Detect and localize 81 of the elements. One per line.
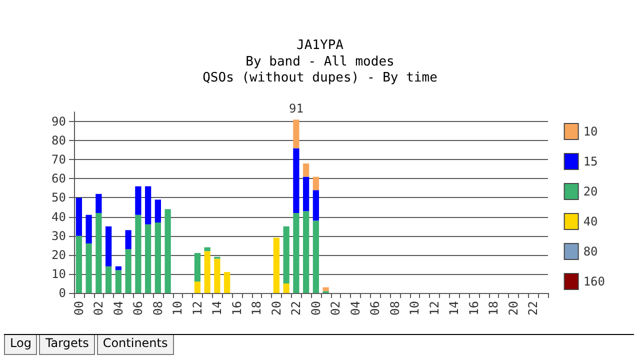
bar — [312, 220, 319, 293]
bar — [293, 148, 300, 213]
bar — [135, 214, 142, 293]
chart-subtitle: By band - All modes QSOs (without dupes) - By time — [202, 54, 438, 86]
x-tick-label: 14 — [447, 301, 462, 316]
bar — [96, 194, 102, 213]
bar — [115, 266, 122, 270]
bar — [154, 200, 161, 223]
bar — [135, 186, 142, 215]
bar — [86, 214, 92, 244]
x-tick-label: 18 — [250, 301, 264, 316]
chart-title: JA1YPA — [296, 38, 344, 53]
y-tick-label: 90 — [52, 114, 66, 129]
bar — [224, 272, 230, 293]
x-tick-label: 00 — [72, 301, 86, 316]
x-tick-label: 12 — [427, 301, 442, 316]
bar — [164, 209, 171, 293]
legend-label: 10 — [583, 124, 598, 138]
bar — [194, 252, 200, 282]
x-tick-label: 20 — [506, 301, 520, 316]
x-tick-label: 02 — [92, 301, 106, 316]
legend-label: 160 — [583, 274, 606, 288]
legend-label: 80 — [583, 244, 598, 258]
x-tick-label: 08 — [388, 301, 402, 316]
bar — [125, 249, 132, 293]
bar — [76, 198, 82, 236]
y-tick-label: 0 — [58, 286, 66, 300]
y-tick-label: 30 — [52, 228, 66, 243]
bar — [322, 287, 329, 292]
bar — [273, 238, 280, 293]
bar — [293, 212, 300, 293]
total-label: 91 — [288, 102, 304, 116]
bar — [312, 176, 319, 190]
x-tick-label: 14 — [210, 301, 224, 316]
x-tick-label: 00 — [308, 301, 323, 316]
x-tick-label: 22 — [526, 301, 540, 316]
bar — [125, 230, 132, 250]
bar — [312, 190, 319, 221]
x-tick-label: 06 — [131, 301, 146, 316]
bar — [283, 226, 290, 284]
x-tick-label: 02 — [328, 301, 343, 316]
legend-label: 15 — [583, 154, 598, 168]
y-tick-label: 10 — [52, 266, 66, 281]
bar — [96, 212, 102, 293]
bar — [194, 282, 200, 293]
bar — [204, 251, 210, 293]
bar — [293, 120, 300, 148]
x-tick-label: 10 — [170, 301, 185, 316]
x-tick-label: 12 — [190, 301, 204, 316]
x-tick-label: 16 — [230, 301, 244, 316]
legend-label: 40 — [583, 214, 598, 228]
legend-label: 20 — [583, 184, 598, 198]
x-tick-label: 06 — [368, 301, 382, 316]
bar — [145, 224, 152, 293]
bar — [204, 247, 210, 252]
bar — [145, 186, 152, 224]
bar — [154, 222, 161, 293]
x-tick-label: 04 — [111, 301, 126, 316]
bar — [303, 211, 310, 293]
x-tick-label: 08 — [150, 301, 165, 316]
bar — [214, 258, 220, 293]
y-tick-label: 60 — [52, 172, 66, 186]
bar — [115, 270, 122, 293]
bar — [283, 283, 290, 293]
x-tick-label: 20 — [269, 301, 284, 316]
bar — [303, 163, 310, 177]
x-tick-label: 22 — [289, 301, 304, 316]
bar — [303, 176, 310, 212]
bar — [76, 236, 82, 293]
x-tick-label: 04 — [348, 301, 362, 316]
bar — [106, 226, 112, 266]
y-tick-label: 20 — [52, 248, 66, 262]
bar — [86, 243, 92, 293]
y-tick-label: 80 — [52, 134, 66, 148]
y-tick-label: 50 — [52, 190, 66, 205]
y-tick-label: 40 — [52, 210, 66, 224]
bar — [106, 266, 112, 293]
x-tick-label: 16 — [466, 301, 481, 316]
y-tick-label: 70 — [52, 152, 66, 167]
x-tick-label: 18 — [486, 301, 501, 316]
x-tick-label: 10 — [408, 301, 422, 316]
